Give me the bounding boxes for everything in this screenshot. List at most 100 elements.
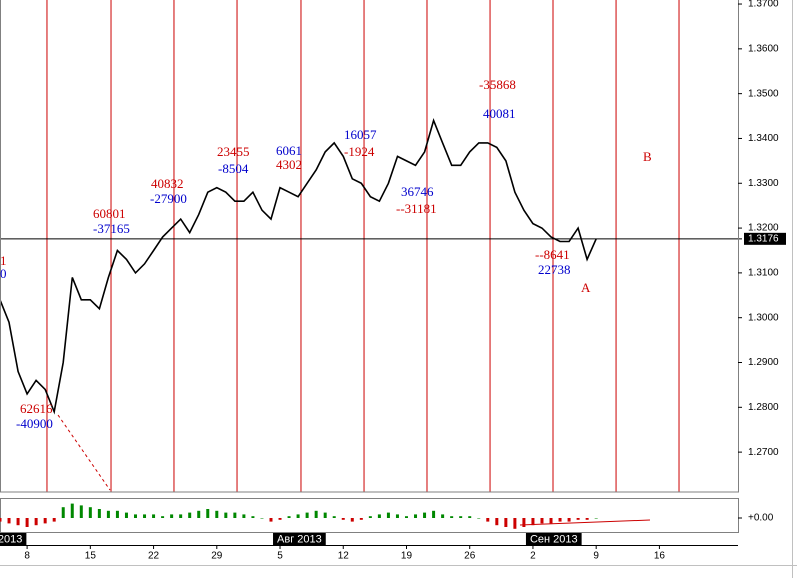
oscillator-bar [25, 518, 29, 527]
oscillator-bar [43, 518, 47, 524]
y-tick-label: 1.3400 [748, 133, 779, 144]
annotation: -35868 [479, 77, 516, 92]
annotation: 0 [0, 266, 7, 281]
oscillator-bar [224, 512, 228, 518]
annotation: -40900 [16, 416, 53, 431]
oscillator-bar [79, 505, 83, 518]
month-label: Авг 2013 [277, 533, 322, 545]
x-tick-label: 16 [654, 551, 666, 562]
oscillator-bar [52, 518, 56, 522]
oscillator-bar [513, 518, 517, 529]
oscillator-bar [314, 510, 318, 518]
oscillator-bar [432, 510, 436, 518]
oscillator-bar [423, 512, 427, 518]
oscillator-bar [377, 514, 381, 518]
oscillator-bar [594, 518, 598, 519]
oscillator-bar [576, 518, 580, 520]
x-tick-label: 8 [24, 551, 30, 562]
annotation: A [581, 280, 591, 295]
x-tick-label: 9 [593, 551, 599, 562]
oscillator-trend-line [519, 519, 651, 526]
x-tick-label: 22 [148, 551, 160, 562]
month-label-box [273, 533, 326, 545]
oscillator-bar [323, 512, 327, 518]
oscillator-bar [441, 514, 445, 518]
oscillator-bar [206, 509, 210, 518]
x-tick-label: 26 [464, 551, 476, 562]
annotation: -1924 [344, 144, 375, 159]
oscillator-bar [558, 518, 562, 522]
x-tick-label: 2 [530, 551, 536, 562]
y-tick-label: 1.2900 [748, 357, 779, 368]
y-tick-label: 1.2800 [748, 402, 779, 413]
annotation: 1 [0, 253, 7, 268]
annotation: -8504 [218, 161, 249, 176]
oscillator-bar [260, 518, 264, 519]
oscillator-bar [242, 514, 246, 518]
oscillator-bar [504, 518, 508, 527]
oscillator-bar [70, 503, 74, 518]
oscillator-bar [152, 514, 156, 518]
x-tick-label: 29 [211, 551, 223, 562]
oscillator-bar [7, 518, 11, 524]
annotation: 16057 [344, 127, 377, 142]
oscillator-bar [278, 518, 282, 520]
oscillator-bar [486, 518, 490, 522]
oscillator-bar [215, 510, 219, 518]
annotation: 22738 [538, 262, 571, 277]
oscillator-bar [0, 518, 2, 522]
last-price-box [744, 232, 786, 245]
annotation: 60801 [93, 206, 126, 221]
y-tick-label: 1.3000 [748, 312, 779, 323]
oscillator-bar [287, 516, 291, 518]
oscillator-bar [305, 512, 309, 518]
oscillator-bar [495, 518, 499, 526]
oscillator-bar [106, 510, 110, 518]
y-tick-label: 1.3200 [748, 223, 779, 234]
oscillator-bar [414, 514, 418, 518]
oscillator-bar [296, 514, 300, 518]
oscillator-bar [341, 518, 345, 520]
oscillator-bar [124, 512, 128, 518]
oscillator-bar [404, 516, 408, 518]
oscillator-bar [179, 514, 183, 518]
y-tick-label: 1.3700 [748, 0, 779, 10]
oscillator-bar [540, 518, 544, 524]
annotation: 62616 [20, 401, 53, 416]
last-price-label: 1.3176 [748, 233, 779, 244]
price-line [0, 118, 597, 415]
month-label-box [525, 533, 582, 545]
annotation: B [643, 149, 652, 164]
annotation: 36746 [401, 184, 434, 199]
oscillator-bar [386, 512, 390, 518]
oscillator-bar [459, 516, 463, 518]
price-pane [0, 0, 742, 492]
oscillator-bar [97, 509, 101, 518]
annotation: --8641 [535, 247, 570, 262]
oscillator-bar [233, 512, 237, 518]
oscillator-bar [350, 518, 354, 522]
x-tick-label: 15 [85, 551, 97, 562]
oscillator-tick-label: +0.00 [748, 513, 774, 524]
oscillator-bar [16, 518, 20, 526]
y-tick-label: 1.3600 [748, 43, 779, 54]
oscillator-bar [549, 518, 553, 524]
oscillator-bar [468, 516, 472, 518]
month-label: Сен 2013 [530, 533, 578, 545]
oscillator-bar [188, 512, 192, 518]
y-tick-label: 1.2700 [748, 447, 779, 458]
oscillator-bar [522, 518, 526, 527]
month-label: 2013 [0, 533, 22, 545]
y-tick-label: 1.3300 [748, 178, 779, 189]
oscillator-bar [359, 518, 363, 520]
oscillator-bar [567, 518, 571, 522]
oscillator-bar [61, 507, 65, 518]
annotation: -27900 [150, 191, 187, 206]
annotation: 40832 [151, 176, 184, 191]
oscillator-bar [197, 510, 201, 518]
annotation: 6061 [276, 143, 302, 158]
annotation: 40081 [483, 106, 516, 121]
month-label-box [0, 533, 27, 545]
